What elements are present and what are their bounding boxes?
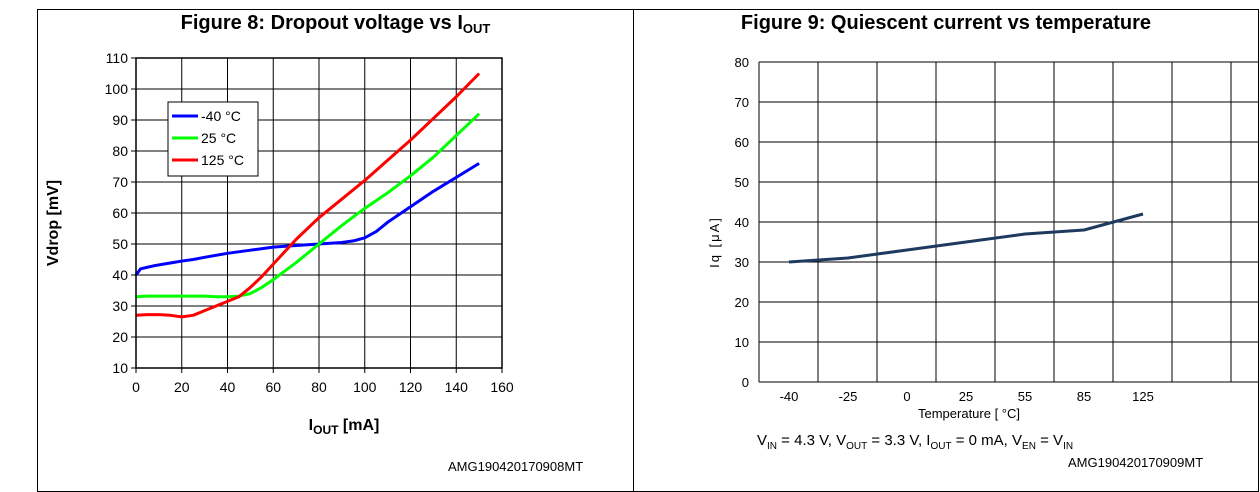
cond-vin-label: V [757, 432, 768, 449]
cond-ven-sub: EN [1022, 441, 1036, 452]
figure-9-conditions: VIN = 4.3 V, VOUT = 3.3 V, IOUT = 0 mA, … [757, 432, 1074, 452]
figure-8-y-tick-label: 20 [112, 329, 128, 345]
cond-vin-sub: IN [767, 441, 778, 452]
figure-8-y-tick-label: 70 [112, 174, 128, 190]
figure-8-series [134, 72, 481, 319]
figure-8-x-tick-label: 0 [132, 379, 140, 395]
figure-8-x-tick-label: 80 [311, 379, 327, 395]
figure-8-series-line [134, 162, 480, 276]
figure-8-plot-border [135, 57, 503, 369]
figure-8-x-axis-label: IOUT [mA] [309, 417, 380, 437]
figure-8-x-label-sub: OUT [313, 423, 339, 437]
figure-8-title-text: Figure 8: Dropout voltage vs I [180, 12, 463, 34]
cond-vout-value: = 3.3 V, [867, 432, 927, 449]
figure-8-legend-label: 25 °C [201, 130, 236, 146]
cond-iout-sub: OUT [930, 441, 952, 452]
figure-8-reference: AMG190420170908MT [448, 459, 584, 474]
figure-8-title-sub: OUT [462, 21, 491, 36]
cond-vin-value: = 4.3 V, [777, 432, 837, 449]
figure-8-title: Figure 8: Dropout voltage vs IOUT [37, 12, 634, 36]
figure-9-x-tick-label: -25 [839, 389, 858, 404]
cond-iout-value: = 0 mA, [951, 432, 1013, 449]
cond-ven-eq: = V [1035, 432, 1064, 449]
figure-8-legend-label: -40 °C [201, 108, 241, 124]
figure-8-y-tick-label: 30 [112, 298, 128, 314]
figure-8-y-axis-label: Vdrop [mV] [45, 180, 62, 266]
figure-9-y-tick-label: 10 [735, 335, 749, 350]
figure-8-x-tick-label: 160 [490, 379, 514, 395]
figure-9-grid [759, 61, 1259, 382]
figure-9-chart: 0 10 20 30 40 50 60 70 80 -40 -25 0 25 55 85 125 Iq [μA… [707, 55, 1259, 421]
figure-9-x-tick-label: -40 [780, 389, 799, 404]
figure-8-x-tick-label: 120 [399, 379, 423, 395]
figure-8-legend: -40 °C 25 °C 125 °C [167, 101, 259, 177]
figure-9-y-tick-label: 0 [742, 375, 749, 390]
figure-8-x-tick-label: 100 [353, 379, 377, 395]
figure-9-axes: 0 10 20 30 40 50 60 70 80 -40 -25 0 25 55 85 125 [735, 55, 1259, 404]
figure-9-y-axis-label: Iq [μA] [707, 216, 722, 268]
figure-8-y-tick-label: 40 [112, 267, 128, 283]
figure-9-y-tick-label: 30 [735, 255, 749, 270]
figure-9-y-tick-label: 50 [735, 175, 749, 190]
figure-9-reference: AMG190420170909MT [1068, 455, 1204, 470]
figure-9-y-tick-label: 20 [735, 295, 749, 310]
figure-8-y-tick-label: 10 [112, 360, 128, 376]
figure-9-x-axis-label: Temperature [ °C] [918, 406, 1020, 421]
figure-9-x-tick-label: 125 [1132, 389, 1154, 404]
figure-9-x-tick-label: 25 [959, 389, 973, 404]
figure-8-y-tick-label: 100 [105, 81, 129, 97]
figure-8-legend-label: 125 °C [201, 152, 244, 168]
figure-9-x-tick-label: 55 [1018, 389, 1032, 404]
figure-9-title: Figure 9: Quiescent current vs temperatu… [633, 12, 1259, 35]
figure-9-title-text: Figure 9: Quiescent current vs temperatu… [740, 12, 1152, 34]
figure-8-y-tick-label: 50 [112, 236, 128, 252]
cond-vout-sub: OUT [846, 441, 868, 452]
figure-9-y-tick-label: 60 [735, 135, 749, 150]
figure-8-series-line [135, 72, 481, 319]
figure-8-chart: 0 20 40 60 80 100 120 140 160 10 20 30 40 50 60 70 80 90 1… [45, 50, 514, 437]
figure-9-y-tick-label: 70 [735, 95, 749, 110]
figure-8-x-tick-label: 140 [445, 379, 469, 395]
figure-8-x-tick-label: 60 [265, 379, 281, 395]
figure-9-x-tick-label: 0 [903, 389, 910, 404]
cond-iout-label: I [926, 432, 931, 449]
figure-8-y-tick-label: 90 [112, 112, 128, 128]
figure-8-y-tick-label: 110 [106, 50, 129, 66]
figure-8-y-tick-label: 80 [112, 143, 128, 159]
figure-9-series [788, 212, 1144, 264]
figure-8-axes: 0 20 40 60 80 100 120 140 160 10 20 30 40 50 60 70 80 90 1… [105, 50, 514, 395]
figure-8-x-label-main: I [309, 417, 313, 434]
figure-9-x-tick-label: 85 [1077, 389, 1091, 404]
figure-9-y-tick-label: 40 [735, 215, 749, 230]
cond-vout-label: V [836, 432, 847, 449]
figure-9-y-tick-label: 80 [735, 55, 749, 70]
cond-ven-rhs-sub: IN [1063, 441, 1074, 452]
figure-8-x-tick-label: 20 [174, 379, 190, 395]
figure-8-series-line [135, 112, 481, 299]
figure-8-x-label-suffix: [mA] [338, 417, 379, 434]
figure-8-x-tick-label: 40 [220, 379, 236, 395]
cond-ven-label: V [1012, 432, 1023, 449]
figure-8-y-tick-label: 60 [112, 205, 128, 221]
figure-9-series-line [788, 212, 1144, 264]
